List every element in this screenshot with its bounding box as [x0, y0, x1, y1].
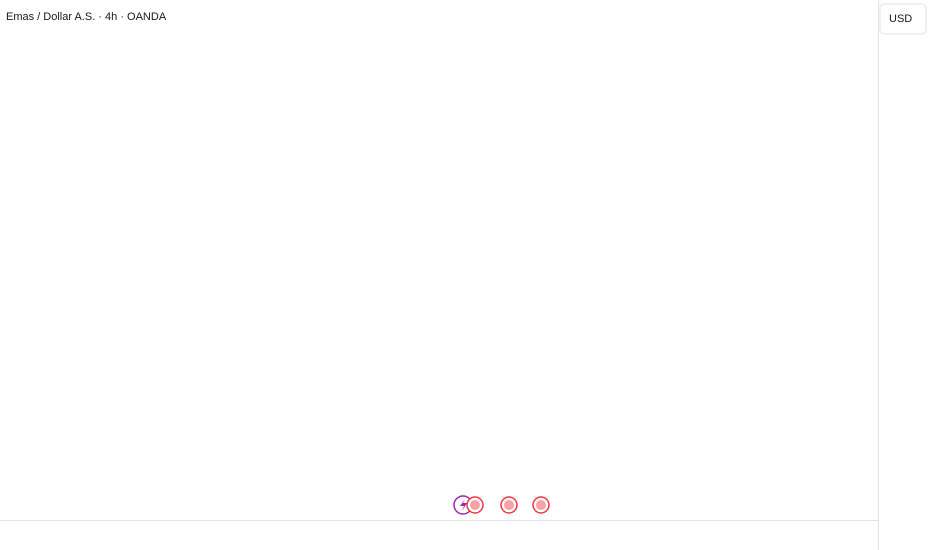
currency-label[interactable]: USD — [889, 13, 912, 25]
event-icon-glyph — [460, 499, 467, 511]
event-icons — [453, 495, 550, 515]
event-icon-glyph — [470, 500, 480, 510]
chart-title: Emas / Dollar A.S. · 4h · OANDA — [6, 11, 167, 23]
currency-button[interactable] — [879, 3, 927, 35]
event-icon-glyph — [536, 500, 546, 510]
event-icon-glyph — [504, 500, 514, 510]
